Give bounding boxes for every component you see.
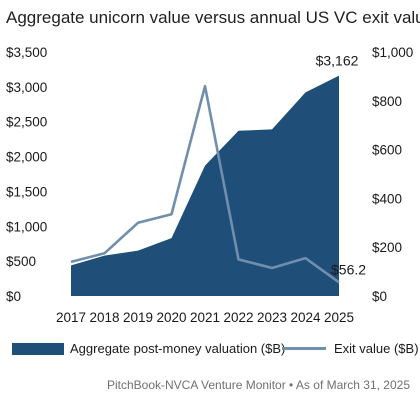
left-tick-label: $2,000 xyxy=(6,150,47,165)
source-note: PitchBook-NVCA Venture Monitor • As of M… xyxy=(106,378,410,392)
left-tick-label: $1,000 xyxy=(6,219,47,234)
x-tick-label: 2020 xyxy=(156,310,186,325)
right-tick-label: $200 xyxy=(372,240,402,255)
left-tick-label: $0 xyxy=(6,289,21,304)
legend-swatch-line xyxy=(282,347,326,350)
left-axis-ticks: $0 $500 $1,000 $1,500 $2,000 $2,500 $3,000 $3,5… xyxy=(6,45,47,304)
x-tick-label: 2018 xyxy=(89,310,119,325)
legend-item-exit-value: Exit value ($B) xyxy=(282,341,419,356)
right-tick-label: $0 xyxy=(372,289,387,304)
left-tick-label: $500 xyxy=(6,254,36,269)
legend-label-exit-value: Exit value ($B) xyxy=(334,341,419,356)
x-tick-label: 2021 xyxy=(190,310,220,325)
right-tick-label: $400 xyxy=(372,191,402,206)
x-tick-label: 2024 xyxy=(290,310,321,325)
left-tick-label: $2,500 xyxy=(6,115,47,130)
line-series-exit-value xyxy=(70,84,340,284)
line-layer xyxy=(70,84,340,284)
x-tick-label: 2019 xyxy=(123,310,153,325)
data-label-exit-last: $56.2 xyxy=(331,261,366,277)
data-label-valuation-last: $3,162 xyxy=(316,53,359,69)
x-tick-label: 2025 xyxy=(324,310,354,325)
x-tick-label: 2017 xyxy=(56,310,86,325)
left-tick-label: $3,000 xyxy=(6,80,47,95)
x-tick-label: 2023 xyxy=(257,310,287,325)
legend-label-valuation: Aggregate post-money valuation ($B) xyxy=(70,341,286,356)
left-tick-label: $1,500 xyxy=(6,184,47,199)
area-series-valuation xyxy=(71,75,339,296)
right-tick-label: $800 xyxy=(372,94,402,109)
x-axis-ticks: 2017 2018 2019 2020 2021 2022 2023 2024 2025 xyxy=(56,310,354,325)
data-labels: $3,162 $56.2 xyxy=(316,53,367,278)
legend-swatch-area xyxy=(12,342,64,355)
right-axis-ticks: $0 $200 $400 $600 $800 $1,000 xyxy=(372,45,413,304)
x-tick-label: 2022 xyxy=(223,310,253,325)
right-tick-label: $600 xyxy=(372,143,402,158)
right-tick-label: $1,000 xyxy=(372,45,413,60)
legend-item-valuation: Aggregate post-money valuation ($B) xyxy=(12,341,285,356)
area-layer xyxy=(71,75,339,296)
left-tick-label: $3,500 xyxy=(6,45,47,60)
legend: Aggregate post-money valuation ($B) Exit… xyxy=(12,341,419,359)
chart-title: Aggregate unicorn value versus annual US… xyxy=(6,8,420,27)
